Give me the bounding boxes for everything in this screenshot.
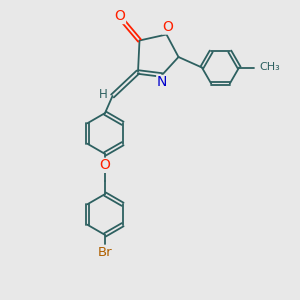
Text: N: N bbox=[157, 76, 167, 89]
Text: Br: Br bbox=[98, 246, 112, 259]
Text: O: O bbox=[115, 10, 125, 23]
Text: O: O bbox=[163, 20, 173, 34]
Text: O: O bbox=[100, 158, 110, 172]
Text: H: H bbox=[99, 88, 108, 101]
Text: CH₃: CH₃ bbox=[260, 62, 280, 73]
